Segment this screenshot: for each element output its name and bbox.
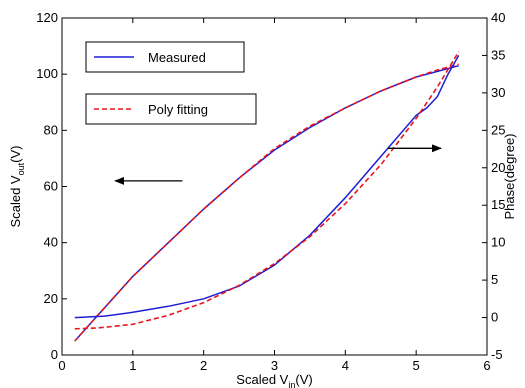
x-tick-label: 4	[342, 358, 349, 373]
right-tick-label: 30	[491, 85, 505, 100]
right-tick-label: 5	[491, 272, 498, 287]
right-tick-label: 20	[491, 160, 505, 175]
poly-fitting-line-right	[74, 51, 460, 330]
measured-line-right	[74, 55, 460, 319]
left-tick-label: 80	[44, 122, 58, 137]
annotation-arrows	[114, 144, 442, 185]
x-tick-label: 6	[483, 358, 490, 373]
legend-label: Measured	[148, 50, 206, 65]
series-layer	[74, 51, 460, 342]
x-axis-ticks: 0 1 2 3 4 5 6	[58, 18, 491, 373]
right-tick-label: 0	[491, 310, 498, 325]
left-axis-ticks: 0 20 40 60 80 100 120	[36, 10, 67, 362]
right-tick-label: 25	[491, 122, 505, 137]
x-tick-label: 1	[129, 358, 136, 373]
left-tick-label: 20	[44, 291, 58, 306]
left-axis-title: Scaled Vout(V)	[8, 146, 26, 228]
right-tick-label: -5	[491, 347, 503, 362]
left-tick-label: 0	[51, 347, 58, 362]
left-tick-label: 60	[44, 179, 58, 194]
x-tick-label: 5	[413, 358, 420, 373]
x-tick-label: 2	[200, 358, 207, 373]
x-tick-label: 0	[58, 358, 65, 373]
poly-fitting-line-left	[74, 63, 459, 342]
legend: Measured Poly fitting	[85, 41, 257, 125]
left-tick-label: 40	[44, 235, 58, 250]
left-tick-label: 100	[36, 66, 58, 81]
right-tick-label: 15	[491, 197, 505, 212]
x-tick-label: 3	[271, 358, 278, 373]
left-tick-label: 120	[36, 10, 58, 25]
right-tick-label: 40	[491, 10, 505, 25]
x-axis-title: Scaled Vin(V)	[236, 372, 312, 388]
right-axis-ticks: -5 0 5 10 15 20 25 30 35 40	[482, 10, 505, 362]
right-tick-label: 10	[491, 235, 505, 250]
legend-label: Poly fitting	[148, 102, 208, 117]
right-axis-title: Phase(degree)	[502, 134, 517, 220]
right-tick-label: 35	[491, 47, 505, 62]
